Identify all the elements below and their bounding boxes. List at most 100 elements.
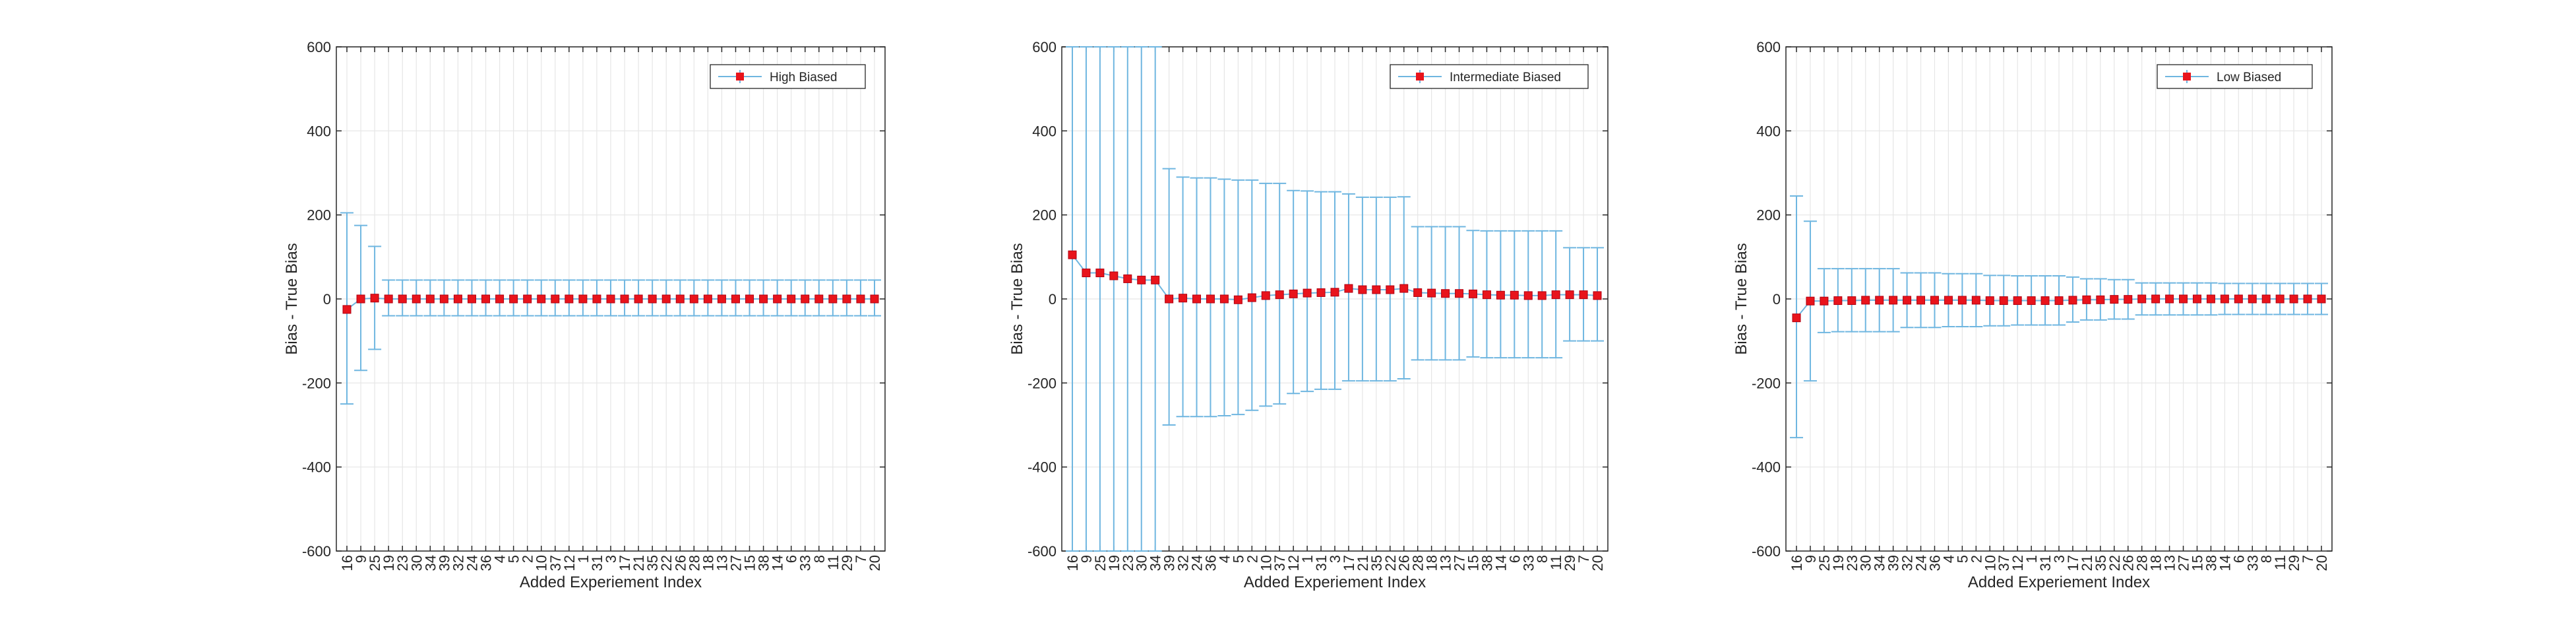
data-point (759, 294, 768, 304)
x-tick-label: 5 (506, 555, 522, 563)
data-point (398, 294, 407, 304)
data-point (467, 294, 476, 304)
data-point (2068, 296, 2077, 305)
data-point (1496, 290, 1505, 300)
x-tick-label: 1 (2023, 555, 2040, 563)
data-point (1330, 288, 1339, 297)
x-tick-label: 29 (1562, 555, 1578, 571)
x-tick-label: 36 (478, 555, 495, 571)
x-tick-label: 7 (853, 555, 869, 563)
x-tick-label: 4 (492, 555, 508, 563)
x-tick-label: 5 (1230, 555, 1246, 563)
data-point (1468, 289, 1477, 298)
y-tick-label: -200 (302, 375, 331, 391)
y-tick-label: 600 (1032, 39, 1057, 55)
x-tick-label: 2 (1968, 555, 1984, 563)
x-tick-label: 13 (2162, 555, 2178, 571)
x-tick-label: 17 (617, 555, 633, 571)
x-tick-label: 26 (672, 555, 689, 571)
x-tick-label: 38 (756, 555, 772, 571)
y-tick-label: -200 (1027, 375, 1057, 391)
data-point (384, 294, 393, 304)
data-point (1510, 290, 1519, 300)
data-point (565, 294, 574, 304)
data-point (1358, 285, 1367, 294)
x-tick-label: 4 (1940, 555, 1957, 563)
x-tick-label: 31 (589, 555, 605, 571)
data-point (1095, 269, 1105, 278)
legend-label: High Biased (770, 71, 837, 84)
x-tick-label: 3 (1327, 555, 1343, 563)
x-tick-label: 10 (1982, 555, 1998, 571)
x-tick-label: 37 (1996, 555, 2012, 571)
x-tick-label: 17 (2065, 555, 2081, 571)
x-tick-label: 33 (797, 555, 814, 571)
y-axis-label: Bias - True Bias (1733, 243, 1750, 354)
data-point (689, 294, 698, 304)
x-tick-label: 15 (742, 555, 758, 571)
x-tick-label: 33 (1520, 555, 1537, 571)
x-tick-label: 32 (1175, 555, 1192, 571)
x-tick-label: 28 (686, 555, 702, 571)
data-point (1303, 288, 1312, 298)
data-point (412, 294, 421, 304)
x-tick-label: 27 (1452, 555, 1468, 571)
x-tick-label: 9 (1802, 555, 1819, 563)
x-tick-label: 22 (1382, 555, 1399, 571)
data-point (425, 294, 435, 304)
x-axis-label: Added Experiement Index (1968, 573, 2150, 591)
x-tick-label: 14 (770, 555, 786, 571)
x-tick-label: 16 (1789, 555, 1805, 571)
data-point (2317, 294, 2326, 304)
data-point (675, 294, 685, 304)
x-tick-label: 26 (1396, 555, 1413, 571)
data-point (2027, 296, 2036, 306)
data-point (717, 294, 726, 304)
legend-marker (1416, 73, 1424, 81)
x-tick-label: 8 (1534, 555, 1550, 563)
data-point (1247, 293, 1256, 302)
x-tick-label: 8 (811, 555, 828, 563)
data-point (1551, 290, 1560, 300)
data-point (1930, 296, 1939, 305)
data-point (814, 294, 824, 304)
x-tick-label: 21 (2079, 555, 2095, 571)
legend: High Biased (710, 64, 866, 89)
x-tick-label: 4 (1216, 555, 1233, 563)
x-tick-label: 9 (1078, 555, 1095, 563)
data-point (453, 294, 462, 304)
data-point (856, 294, 865, 304)
series-intermediate-biased (1066, 46, 1604, 552)
data-point (1399, 284, 1409, 293)
x-tick-label: 26 (2120, 555, 2137, 571)
x-tick-label: 37 (1272, 555, 1288, 571)
x-tick-label: 29 (2286, 555, 2302, 571)
x-tick-label: 10 (534, 555, 550, 571)
chart-panel-3: -600-400-2000200400600169251923303439322… (1733, 39, 2333, 591)
x-tick-label: 39 (1161, 555, 1178, 571)
legend-marker (2183, 73, 2191, 81)
data-point (2096, 295, 2105, 304)
data-point (1179, 294, 1188, 303)
x-tick-label: 6 (1506, 555, 1523, 563)
x-tick-label: 16 (1064, 555, 1081, 571)
data-point (1082, 269, 1091, 278)
x-tick-label: 2 (1244, 555, 1260, 563)
x-tick-label: 34 (422, 555, 439, 571)
data-point (1593, 291, 1602, 300)
x-tick-label: 28 (2134, 555, 2151, 571)
data-point (1206, 294, 1215, 304)
x-tick-label: 14 (2217, 555, 2233, 571)
x-tick-label: 16 (339, 555, 355, 571)
data-point (1109, 271, 1119, 280)
data-point (1944, 296, 1953, 305)
y-tick-label: -600 (302, 543, 331, 560)
data-point (1889, 296, 1898, 305)
x-tick-label: 19 (1106, 555, 1122, 571)
data-point (2289, 294, 2298, 304)
data-point (1165, 294, 1174, 304)
y-tick-label: -600 (1027, 543, 1057, 560)
y-tick-label: 0 (1049, 291, 1057, 308)
data-point (634, 294, 643, 304)
x-tick-label: 3 (2051, 555, 2068, 563)
